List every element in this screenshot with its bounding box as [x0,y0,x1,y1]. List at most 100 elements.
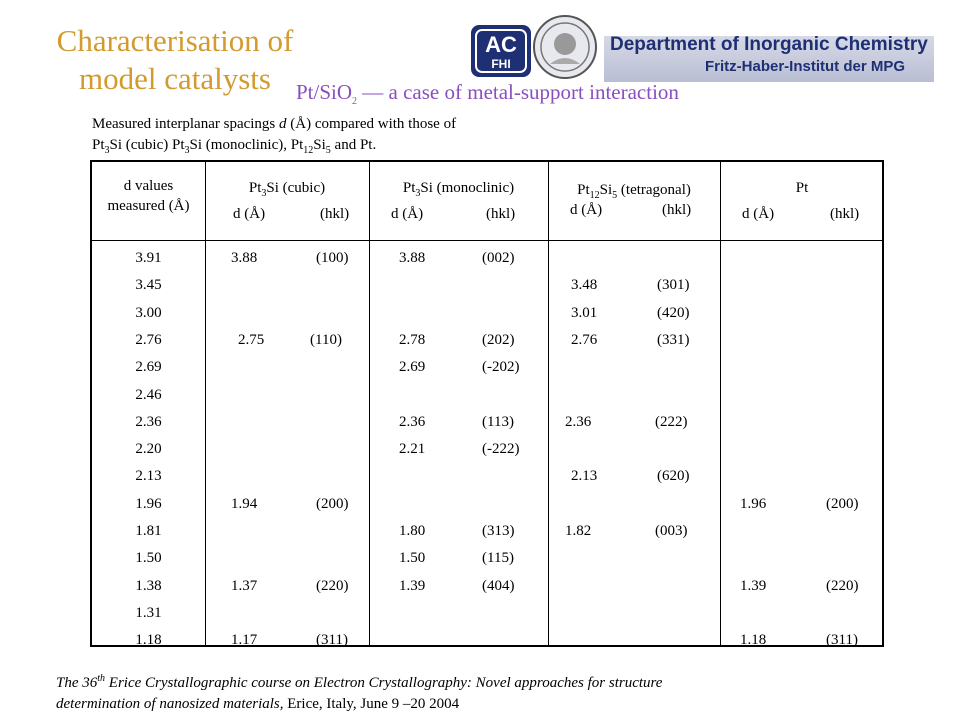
footer-line-1: The 36th Erice Crystallographic course o… [56,668,662,694]
subtitle: Pt/SiO2 — a case of metal-support intera… [296,80,679,107]
mono-d-value: 2.36 [399,413,426,430]
column-divider [720,162,721,645]
measured-value: 3.91 [135,250,162,266]
header-monoclinic: Pt3Si (monoclinic) d (Å) (hkl) [369,162,548,240]
measured-value: 1.96 [135,495,162,512]
header-monoclinic-d: d (Å) [391,206,424,222]
measured-value: 2.76 [135,331,162,348]
column-divider [548,162,549,645]
cubic-d-value: 1.94 [231,495,258,512]
subtitle-pre: Pt/SiO [296,80,353,104]
tetra-hkl-value: (331) [657,331,690,348]
cubic-d-value: 1.17 [231,632,258,649]
title-line-1: Characterisation of [56,23,294,58]
cubic-hkl-value: (311) [316,632,348,649]
institute-name: Fritz-Haber-Institut der MPG [705,58,906,75]
header-cubic-hkl: (hkl) [320,206,350,222]
measured-value: 3.00 [135,304,162,321]
header-cubic-d: d (Å) [233,206,266,222]
measured-value: 1.81 [135,523,162,539]
header-tetragonal-d: d (Å) [570,202,603,218]
data-table: d values measured (Å) Pt3Si (cubic) d (Å… [90,160,884,649]
department-banner [604,36,934,82]
cubic-hkl-value: (220) [316,577,349,594]
footer-italic-c: determination of nanosized materials, [56,696,284,712]
measured-value: 2.36 [135,413,162,430]
caption: Measured interplanar spacings d (Å) comp… [92,114,456,161]
measured-value: 2.69 [135,359,162,376]
footer-normal: Erice, Italy, June 9 –20 2004 [283,696,460,712]
footer-sup: th [97,673,106,684]
tetra-d-value: 2.13 [571,468,598,485]
pt-d-value: 1.39 [740,577,767,594]
tetra-hkl-value: (620) [657,468,690,485]
pt-hkl-value: (220) [826,577,859,594]
logo-fhi-text: FHI [491,57,510,71]
mono-hkl-value: (113) [482,413,514,430]
measured-value: 2.13 [135,468,162,485]
pt-d-value: 1.96 [740,495,767,512]
mono-d-value: 2.69 [399,359,426,376]
mono-d-value: 2.78 [399,331,426,348]
logo-ac-text: AC [485,32,517,57]
footer-italic-b: Erice Crystallographic course on Electro… [105,675,663,691]
mono-hkl-value: (002) [482,250,515,266]
tetra-hkl-value: (301) [657,277,690,294]
tetra-d-value: 2.76 [571,331,598,348]
mono-hkl-value: (-202) [482,359,520,376]
measured-value: 2.46 [135,386,162,403]
mono-hkl-value: (-222) [482,441,520,458]
header-cubic: Pt3Si (cubic) d (Å) (hkl) [205,162,369,240]
header-monoclinic-name: Pt3Si (monoclinic) [402,180,515,199]
measured-value: 2.20 [135,441,162,458]
cubic-hkl-value: (100) [316,250,349,266]
measured-value: 1.31 [135,604,162,621]
header-cubic-name: Pt3Si (cubic) [248,180,326,199]
mono-d-value: 2.21 [399,441,426,458]
header-tetragonal-hkl: (hkl) [662,202,692,218]
caption-line-2: Pt3Si (cubic) Pt3Si (monoclinic), Pt12Si… [92,137,377,156]
mono-d-value: 3.88 [399,250,426,266]
cubic-hkl-value: (110) [310,331,342,348]
mono-d-value: 1.39 [399,577,426,594]
tetra-d-value: 3.48 [571,277,598,294]
tetra-hkl-value: (003) [655,523,688,539]
caption-line-1: Measured interplanar spacings d (Å) comp… [92,116,457,132]
header-measured-line1: d values [123,178,174,194]
page-title: Characterisation of model catalysts [30,22,320,98]
header-pt: Pt d (Å) (hkl) [720,162,884,240]
tetra-d-value: 2.36 [565,413,592,430]
measured-value: 1.38 [135,577,162,594]
pt-d-value: 1.18 [740,632,767,649]
mono-d-value: 1.80 [399,523,426,539]
header-pt-d: d (Å) [742,206,775,222]
measured-value: 1.18 [135,632,162,649]
tetra-hkl-value: (420) [657,304,690,321]
column-divider [205,162,206,645]
pt-hkl-value: (311) [826,632,858,649]
seal-icon [533,15,597,79]
mono-hkl-value: (115) [482,550,514,567]
cubic-d-value: 3.88 [231,250,258,266]
header-pt-hkl: (hkl) [830,206,860,222]
mono-hkl-value: (202) [482,331,515,348]
header-tetragonal-name: Pt12Si5 (tetragonal) [577,182,691,201]
measured-value: 1.50 [135,550,162,567]
tetra-hkl-value: (222) [655,413,688,430]
cubic-d-value: 2.75 [238,331,265,348]
footer-italic-a: The 36 [56,675,98,691]
header-measured-line2: measured (Å) [107,198,190,214]
cubic-hkl-value: (200) [316,495,349,512]
header-pt-name: Pt [795,180,809,196]
column-divider [369,162,370,645]
header-divider [92,240,882,241]
ac-fhi-logo: AC FHI [471,25,531,77]
footer-reference: The 36th Erice Crystallographic course o… [56,668,662,715]
subtitle-post: — a case of metal-support interaction [357,80,679,104]
header-monoclinic-hkl: (hkl) [486,206,516,222]
title-line-2: model catalysts [79,61,271,96]
pt-hkl-value: (200) [826,495,859,512]
department-title: Department of Inorganic Chemistry [610,34,928,55]
header-tetragonal: Pt12Si5 (tetragonal) d (Å) (hkl) [548,162,720,240]
footer-line-2: determination of nanosized materials, Er… [56,694,662,715]
